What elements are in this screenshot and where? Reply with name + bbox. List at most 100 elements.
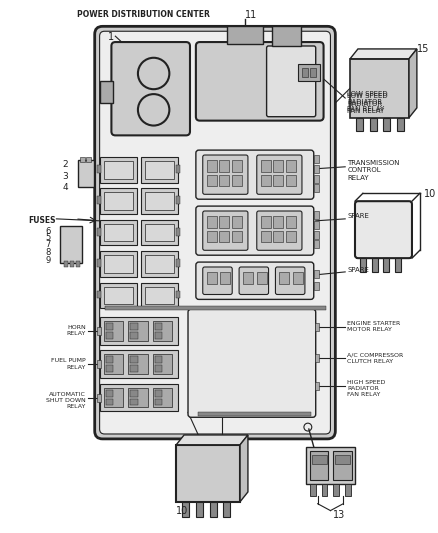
Bar xyxy=(261,175,271,187)
Bar xyxy=(141,251,178,277)
Bar xyxy=(103,287,133,304)
Bar xyxy=(356,118,363,132)
Bar xyxy=(153,321,172,341)
Text: 5: 5 xyxy=(45,232,50,241)
Bar xyxy=(60,226,82,263)
Bar xyxy=(176,259,180,267)
Bar xyxy=(155,332,162,338)
Bar xyxy=(312,455,326,464)
FancyBboxPatch shape xyxy=(276,267,305,295)
Bar xyxy=(370,118,377,132)
Bar xyxy=(395,258,401,272)
Bar xyxy=(155,390,162,397)
Bar xyxy=(219,216,229,228)
Bar xyxy=(219,160,229,172)
Bar xyxy=(207,216,216,228)
Text: POWER DISTRIBUTION CENTER: POWER DISTRIBUTION CENTER xyxy=(78,10,210,19)
Bar xyxy=(273,175,283,187)
Text: 6: 6 xyxy=(45,227,50,236)
Bar xyxy=(333,484,339,496)
Bar xyxy=(106,332,113,338)
Bar xyxy=(97,394,101,401)
Bar xyxy=(155,357,162,364)
Bar xyxy=(106,365,113,372)
Bar xyxy=(176,196,180,204)
FancyBboxPatch shape xyxy=(355,201,412,258)
Bar xyxy=(103,161,133,179)
Bar xyxy=(99,282,137,308)
Bar xyxy=(314,282,319,289)
FancyBboxPatch shape xyxy=(239,267,268,295)
Bar xyxy=(97,259,101,267)
Bar xyxy=(298,63,320,82)
Bar xyxy=(314,165,319,173)
Bar xyxy=(130,323,138,330)
Bar xyxy=(97,196,101,204)
Text: 10: 10 xyxy=(176,506,188,516)
Bar xyxy=(155,323,162,330)
Bar xyxy=(314,240,319,248)
Bar xyxy=(220,272,230,284)
Text: SPARE: SPARE xyxy=(347,213,369,219)
Bar xyxy=(261,231,271,243)
Bar xyxy=(372,258,378,272)
Bar xyxy=(384,118,390,132)
Bar xyxy=(130,357,138,364)
Bar xyxy=(314,221,319,229)
Bar xyxy=(97,327,101,335)
Bar xyxy=(78,160,94,188)
Bar xyxy=(207,160,216,172)
Bar xyxy=(257,272,267,284)
Text: 10: 10 xyxy=(424,189,436,199)
Bar xyxy=(128,321,148,341)
Bar xyxy=(286,231,296,243)
FancyBboxPatch shape xyxy=(203,267,232,295)
Bar xyxy=(103,388,123,407)
Bar xyxy=(333,451,352,480)
Bar xyxy=(198,413,311,416)
Bar xyxy=(99,384,178,411)
Bar xyxy=(314,211,319,219)
Bar xyxy=(155,399,162,406)
Bar xyxy=(273,216,283,228)
Text: FUEL PUMP
RELAY: FUEL PUMP RELAY xyxy=(51,358,86,369)
Bar xyxy=(321,484,328,496)
FancyBboxPatch shape xyxy=(203,155,248,195)
Bar xyxy=(306,447,355,484)
Bar xyxy=(106,399,113,406)
Bar xyxy=(219,175,229,187)
Bar xyxy=(176,445,240,502)
Bar xyxy=(176,165,180,173)
Bar xyxy=(86,157,91,162)
Bar xyxy=(286,175,296,187)
Bar xyxy=(302,68,308,77)
Bar xyxy=(99,317,178,345)
Bar xyxy=(153,354,172,374)
Bar xyxy=(345,484,351,496)
Bar xyxy=(196,502,203,518)
Polygon shape xyxy=(409,49,417,118)
Bar xyxy=(243,272,253,284)
Bar xyxy=(99,157,137,182)
Bar xyxy=(219,231,229,243)
FancyBboxPatch shape xyxy=(257,211,302,251)
FancyBboxPatch shape xyxy=(203,211,248,251)
Bar xyxy=(97,165,101,173)
Bar xyxy=(97,228,101,236)
Bar xyxy=(145,161,174,179)
Bar xyxy=(286,160,296,172)
Bar xyxy=(314,175,319,182)
Bar xyxy=(128,388,148,407)
Bar xyxy=(314,155,319,163)
Bar xyxy=(155,365,162,372)
Bar xyxy=(397,118,404,132)
Bar xyxy=(130,332,138,338)
Bar xyxy=(141,282,178,308)
Bar xyxy=(182,502,189,518)
Bar xyxy=(99,188,137,214)
Bar xyxy=(315,323,319,331)
Bar xyxy=(99,82,113,103)
Text: HIGH SPEED
RADIATOR
FAN RELAY: HIGH SPEED RADIATOR FAN RELAY xyxy=(347,380,385,397)
Text: 3: 3 xyxy=(63,172,68,181)
Text: ENGINE STARTER
MOTOR RELAY: ENGINE STARTER MOTOR RELAY xyxy=(347,321,400,332)
